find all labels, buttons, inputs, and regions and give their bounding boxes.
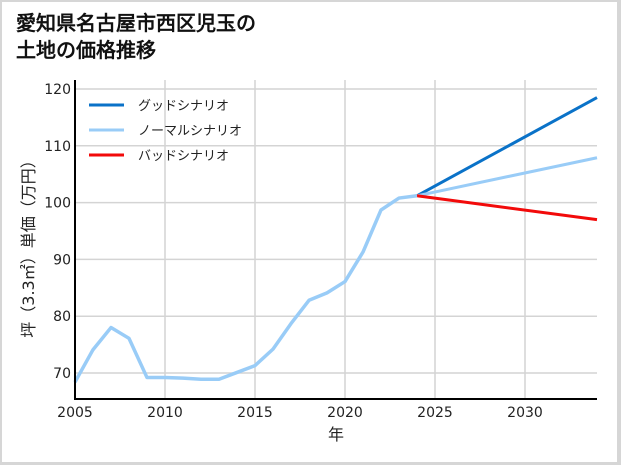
legend-item-0: グッドシナリオ <box>89 99 229 114</box>
grid-lines <box>75 80 597 399</box>
x-tick-label: 2030 <box>507 405 543 421</box>
legend-item-1: ノーマルシナリオ <box>89 124 242 139</box>
title-line-1: 愛知県名古屋市西区児玉の <box>16 11 256 35</box>
x-tick-label: 2020 <box>327 405 363 421</box>
y-tick-label: 80 <box>53 309 71 325</box>
y-axis-label: 坪（3.3㎡）単価（万円） <box>19 152 38 337</box>
series-line-0 <box>416 96 598 198</box>
y-tick-label: 110 <box>44 139 71 155</box>
legend-item-2: バッドシナリオ <box>89 149 229 164</box>
x-tick-label: 2005 <box>57 405 93 421</box>
data-lines <box>73 96 598 383</box>
series-line-1 <box>416 156 598 198</box>
legend-label: グッドシナリオ <box>138 99 229 114</box>
legend-label: バッドシナリオ <box>138 149 229 164</box>
x-tick-label: 2015 <box>237 405 273 421</box>
axes <box>74 80 597 400</box>
x-tick-label: 2010 <box>147 405 183 421</box>
tick-labels: 70 80 90 100 110 120 2005 2010 2015 2020 2025 2030 <box>44 82 543 421</box>
title-line-2: 土地の価格推移 <box>16 38 156 62</box>
x-tick-label: 2025 <box>417 405 453 421</box>
y-tick-label: 120 <box>44 82 71 98</box>
series-line-2 <box>416 194 598 222</box>
y-tick-label: 100 <box>44 196 71 212</box>
y-tick-label: 70 <box>53 366 71 382</box>
y-tick-label: 90 <box>53 252 71 268</box>
historical-line <box>73 194 418 383</box>
x-axis-label: 年 <box>328 425 344 444</box>
chart-card: 愛知県名古屋市西区児玉の 土地の価格推移 <box>2 2 617 462</box>
legend-label: ノーマルシナリオ <box>138 124 242 139</box>
chart-title: 愛知県名古屋市西区児玉の 土地の価格推移 <box>16 10 256 64</box>
